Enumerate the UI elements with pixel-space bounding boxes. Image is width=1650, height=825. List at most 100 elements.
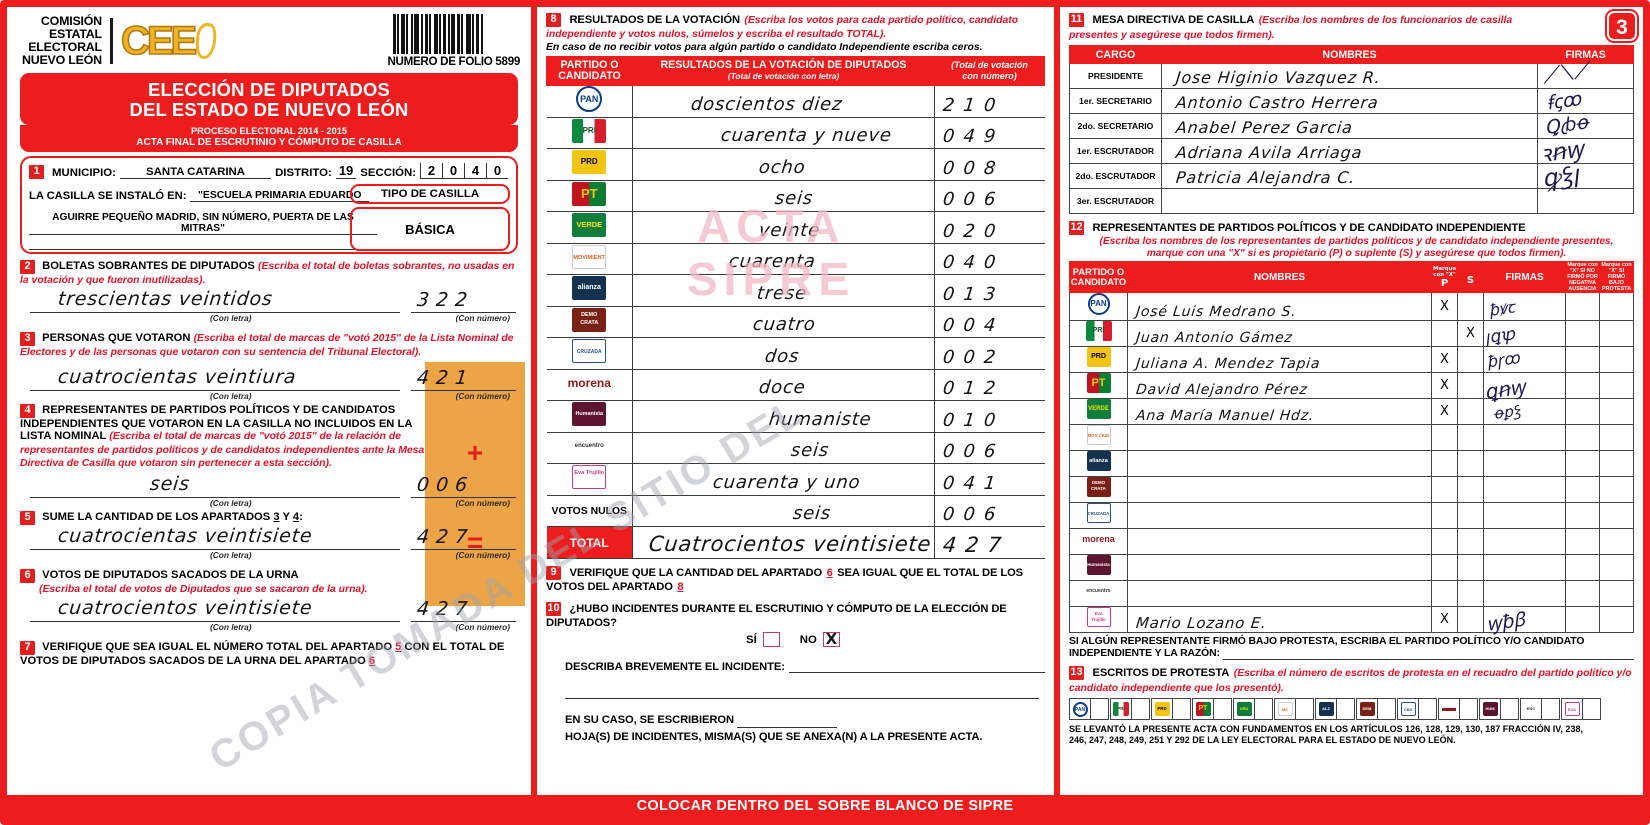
rep-extra-1-cell[interactable] <box>1565 528 1600 556</box>
rep-firma-cell[interactable] <box>1483 580 1566 608</box>
rep-p-cell[interactable] <box>1431 424 1458 452</box>
protest-count-input[interactable] <box>1090 699 1108 719</box>
protest-count-input[interactable] <box>1172 699 1190 719</box>
rep-extra-1-cell[interactable] <box>1565 398 1600 426</box>
section-5-number-field[interactable]: 427 <box>411 525 516 551</box>
rep-nombre-cell[interactable] <box>1127 424 1432 452</box>
seccion-digit-4[interactable]: 0 <box>486 162 508 179</box>
votes-number-cell[interactable]: 013 <box>934 274 1045 307</box>
hojas-input[interactable] <box>736 716 837 728</box>
rep-extra-2-cell[interactable] <box>1599 606 1634 634</box>
rep-s-cell[interactable] <box>1457 450 1484 478</box>
rep-s-cell[interactable] <box>1457 502 1484 530</box>
rep-p-cell[interactable]: X <box>1431 346 1458 374</box>
rep-s-cell[interactable]: X <box>1457 320 1484 348</box>
rep-extra-2-cell[interactable] <box>1599 554 1634 582</box>
protest-box-pri[interactable]: PRI <box>1110 698 1150 720</box>
protest-count-input[interactable] <box>1213 699 1231 719</box>
seccion-digit-2[interactable]: 0 <box>442 162 464 179</box>
rep-extra-1-cell[interactable] <box>1565 554 1600 582</box>
votes-letters-cell[interactable]: cuarenta y uno <box>632 463 935 496</box>
describe-input[interactable] <box>788 660 1045 673</box>
votes-number-cell[interactable]: 210 <box>934 85 1045 118</box>
votes-number-cell[interactable]: 040 <box>934 243 1045 276</box>
si-checkbox[interactable] <box>762 632 780 647</box>
protest-box-eva[interactable]: EVA <box>1561 698 1601 720</box>
protest-count-input[interactable] <box>1336 699 1354 719</box>
rep-s-cell[interactable] <box>1457 372 1484 400</box>
tipo-casilla-value[interactable]: BÁSICA <box>350 206 510 251</box>
domicilio-line-3[interactable] <box>29 246 377 250</box>
protest-box-democrata[interactable]: DEM <box>1356 698 1396 720</box>
rep-extra-2-cell[interactable] <box>1599 372 1634 400</box>
rep-nombre-cell[interactable]: Juliana A. Mendez Tapia <box>1127 346 1432 374</box>
votes-number-cell[interactable]: 049 <box>934 117 1045 150</box>
nulos-number-cell[interactable]: 006 <box>934 495 1045 528</box>
rep-firma-cell[interactable]: ꝡꝥꞵ <box>1483 606 1566 636</box>
rep-p-cell[interactable] <box>1431 320 1458 348</box>
protest-box-encuentro[interactable]: ENC <box>1520 698 1560 720</box>
rep-extra-1-cell[interactable] <box>1565 372 1600 400</box>
section-4-number-field[interactable]: 006 <box>411 473 516 499</box>
nombre-cell[interactable]: Jose Higinio Vazquez R. <box>1161 63 1538 90</box>
protest-box-cruzada[interactable]: CRZ <box>1397 698 1437 720</box>
rep-nombre-cell[interactable]: Mario Lozano E. <box>1127 606 1432 634</box>
nombre-cell[interactable]: Anabel Perez Garcia <box>1161 113 1538 140</box>
rep-extra-1-cell[interactable] <box>1565 606 1600 634</box>
votes-letters-cell[interactable]: seis <box>632 432 935 465</box>
firma-cell[interactable]: ꝙꝣꞁ <box>1537 159 1634 193</box>
rep-extra-2-cell[interactable] <box>1599 398 1634 426</box>
rep-nombre-cell[interactable]: David Alejandro Pérez <box>1127 372 1432 400</box>
rep-extra-2-cell[interactable] <box>1599 320 1634 348</box>
section-3-letters-field[interactable]: cuatrocientas veintiura <box>30 366 400 391</box>
section-2-number-field[interactable]: 322 <box>411 288 516 314</box>
rep-nombre-cell[interactable]: Juan Antonio Gámez <box>1127 320 1432 348</box>
rep-nombre-cell[interactable] <box>1127 580 1432 608</box>
rep-firma-cell[interactable] <box>1483 450 1566 478</box>
rep-nombre-cell[interactable] <box>1127 450 1432 478</box>
rep-p-cell[interactable] <box>1431 528 1458 556</box>
rep-p-cell[interactable] <box>1431 502 1458 530</box>
rep-firma-cell[interactable]: ꝋꝑꝣ <box>1483 398 1566 426</box>
votes-number-cell[interactable]: 006 <box>934 432 1045 465</box>
firma-cell[interactable]: ⟋⟍⟋ <box>1537 58 1634 90</box>
votes-letters-cell[interactable]: doce <box>632 369 935 402</box>
protest-box-pt[interactable]: PT <box>1192 698 1232 720</box>
rep-extra-1-cell[interactable] <box>1565 424 1600 452</box>
rep-nombre-cell[interactable] <box>1127 528 1432 556</box>
rep-s-cell[interactable] <box>1457 292 1484 322</box>
rep-extra-2-cell[interactable] <box>1599 424 1634 452</box>
protest-count-input[interactable] <box>1582 699 1600 719</box>
votes-number-cell[interactable]: 012 <box>934 369 1045 402</box>
total-letters-cell[interactable]: Cuatrocientos veintisiete <box>632 526 935 559</box>
votes-letters-cell[interactable]: trese <box>632 274 935 307</box>
rep-extra-1-cell[interactable] <box>1565 502 1600 530</box>
rep-p-cell[interactable] <box>1431 580 1458 608</box>
rep-extra-1-cell[interactable] <box>1565 292 1600 322</box>
firma-cell[interactable] <box>1537 188 1634 215</box>
nombre-cell[interactable]: Patricia Alejandra C. <box>1161 163 1538 190</box>
rep-firma-cell[interactable]: ꞁꝗꝕ <box>1483 320 1566 349</box>
votes-letters-cell[interactable]: ocho <box>632 148 935 181</box>
nulos-letters-cell[interactable]: seis <box>632 495 935 528</box>
votes-number-cell[interactable]: 008 <box>934 148 1045 181</box>
protest-box-verde[interactable]: VRD <box>1233 698 1273 720</box>
rep-s-cell[interactable] <box>1457 580 1484 608</box>
protest-count-input[interactable] <box>1500 699 1518 719</box>
protest-count-input[interactable] <box>1541 699 1559 719</box>
rep-extra-2-cell[interactable] <box>1599 346 1634 374</box>
seccion-digit-1[interactable]: 2 <box>420 162 442 179</box>
rep-s-cell[interactable] <box>1457 398 1484 426</box>
rep-extra-1-cell[interactable] <box>1565 450 1600 478</box>
domicilio-line-1[interactable]: "ESCUELA PRIMARIA EDUARDO <box>190 190 369 202</box>
rep-extra-2-cell[interactable] <box>1599 580 1634 608</box>
votes-number-cell[interactable]: 020 <box>934 211 1045 244</box>
rep-firma-cell[interactable]: ꝥꝟꞇ <box>1483 292 1566 322</box>
votes-number-cell[interactable]: 041 <box>934 463 1045 496</box>
protest-count-input[interactable] <box>1254 699 1272 719</box>
protest-count-input[interactable] <box>1459 699 1477 719</box>
rep-nombre-cell[interactable]: José Luis Medrano S. <box>1127 292 1432 322</box>
rep-firma-cell[interactable] <box>1483 502 1566 530</box>
rep-p-cell[interactable]: X <box>1431 292 1458 322</box>
rep-firma-cell[interactable] <box>1483 424 1566 452</box>
